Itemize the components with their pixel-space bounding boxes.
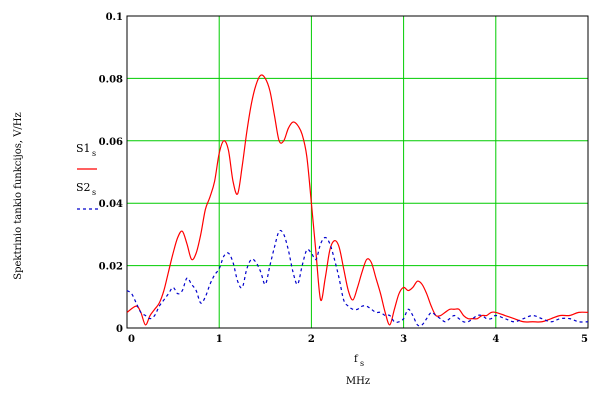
series-line-s1 [126,74,589,326]
y-tick-label: 0.04 [99,199,123,210]
x-axis-title-main: f [354,354,359,365]
x-axis-title-sub: s [360,359,364,368]
legend-label-s1: S1 [76,142,91,155]
x-tick-label: 4 [492,334,499,345]
y-tick-label: 0.1 [106,12,123,23]
x-tick-label: 0 [128,334,135,345]
series-line-s2 [126,229,589,327]
x-axis-title: f s MHz [346,354,370,387]
y-tick-label: 0.06 [99,137,123,148]
legend: S1 s S2 s [76,142,99,210]
y-tick-label: 0.02 [99,262,123,273]
x-tick-labels: 0 1 2 3 4 5 [128,334,588,345]
series-layer [126,74,589,327]
x-tick-label: 2 [308,334,315,345]
y-tick-labels: 0 0.02 0.04 0.06 0.08 0.1 [99,12,123,335]
y-tick-label: 0 [116,324,123,335]
y-axis-title: Spektrinio tankio funkcijos, V/Hz [13,112,24,280]
x-axis-unit: MHz [346,376,370,387]
x-tick-label: 3 [400,334,407,345]
legend-label-s2-sub: s [92,188,96,197]
x-tick-label: 5 [581,334,588,345]
x-tick-label: 1 [216,334,223,345]
y-tick-label: 0.08 [99,74,123,85]
legend-label-s2: S2 [76,181,91,194]
legend-label-s1-sub: s [92,149,96,158]
plot-frame [126,15,589,329]
